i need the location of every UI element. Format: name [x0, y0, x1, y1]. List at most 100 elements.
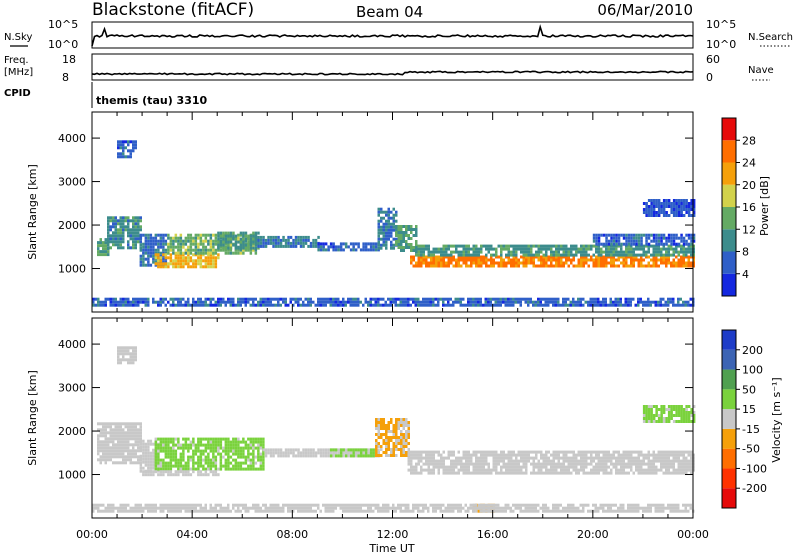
heatmap-cell	[237, 437, 240, 441]
heatmap-cell	[430, 250, 433, 254]
heatmap-cell	[542, 261, 545, 265]
heatmap-cell	[475, 255, 478, 259]
heatmap-cell	[625, 456, 628, 460]
heatmap-cell	[600, 255, 603, 259]
heatmap-cell	[239, 464, 243, 468]
heatmap-cell	[109, 449, 112, 453]
heatmap-cell	[219, 440, 223, 444]
heatmap-cell	[264, 506, 267, 510]
heatmap-cell	[139, 445, 143, 449]
heatmap-cell	[390, 418, 393, 421]
heatmap-cell	[399, 506, 402, 510]
heatmap-cell	[672, 408, 676, 411]
heatmap-cell	[402, 424, 405, 427]
heatmap-cell	[157, 461, 160, 465]
heatmap-cell	[244, 506, 247, 510]
heatmap-cell	[194, 262, 198, 266]
heatmap-cell	[487, 453, 490, 457]
heatmap-cell	[327, 506, 330, 510]
heatmap-cell	[234, 251, 238, 255]
heatmap-cell	[199, 251, 203, 255]
heatmap-cell	[217, 300, 220, 304]
heatmap-cell	[605, 456, 608, 460]
heatmap-cell	[99, 303, 102, 307]
heatmap-cell	[254, 231, 258, 235]
heatmap-cell	[439, 506, 442, 510]
heatmap-cell	[367, 503, 370, 507]
heatmap-cell	[97, 428, 100, 432]
heatmap-cell	[645, 408, 648, 411]
heatmap-cell	[194, 239, 198, 243]
heatmap-cell	[242, 455, 245, 459]
heatmap-cell	[272, 235, 275, 239]
heatmap-cell	[204, 239, 208, 243]
heatmap-cell	[615, 236, 618, 240]
heatmap-cell	[232, 452, 235, 456]
heatmap-cell	[500, 264, 503, 268]
heatmap-cell	[657, 408, 661, 411]
heatmap-cell	[655, 244, 658, 248]
heatmap-cell	[252, 452, 255, 456]
heatmap-cell	[682, 247, 685, 251]
heatmap-cell	[667, 414, 671, 417]
heatmap-cell	[302, 235, 305, 239]
heatmap-cell	[542, 253, 545, 257]
heatmap-cell	[470, 471, 473, 475]
heatmap-cell	[680, 408, 683, 411]
heatmap-cell	[572, 244, 575, 248]
heatmap-cell	[472, 253, 475, 257]
heatmap-cell	[172, 265, 175, 269]
heatmap-cell	[617, 244, 620, 248]
heatmap-cell	[632, 462, 635, 466]
heatmap-cell	[267, 235, 270, 239]
heatmap-cell	[154, 262, 158, 266]
heatmap-cell	[580, 264, 583, 268]
heatmap-cell	[407, 225, 410, 228]
heatmap-cell	[429, 297, 432, 301]
heatmap-cell	[475, 244, 478, 248]
heatmap-cell	[422, 503, 425, 507]
heatmap-cell	[509, 303, 512, 307]
heatmap-cell	[247, 467, 250, 471]
heatmap-cell	[402, 231, 405, 234]
heatmap-cell	[244, 446, 248, 450]
heatmap-cell	[632, 250, 635, 254]
heatmap-cell	[407, 427, 410, 430]
heatmap-cell	[154, 233, 158, 237]
heatmap-cell	[397, 506, 400, 510]
heatmap-cell	[307, 235, 310, 239]
heatmap-cell	[112, 231, 115, 235]
heatmap-cell	[660, 456, 663, 460]
heatmap-cell	[344, 503, 347, 507]
heatmap-cell	[555, 244, 558, 248]
heatmap-cell	[249, 458, 253, 462]
heatmap-cell	[597, 253, 600, 257]
heatmap-cell	[419, 303, 422, 307]
heatmap-cell	[157, 303, 160, 307]
heatmap-cell	[332, 451, 335, 455]
heatmap-cell	[555, 261, 558, 265]
heatmap-cell	[227, 452, 230, 456]
heatmap-cell	[212, 458, 215, 462]
heatmap-cell	[242, 440, 245, 444]
heatmap-cell	[369, 303, 372, 307]
heatmap-cell	[207, 437, 210, 441]
heatmap-cell	[607, 456, 610, 460]
heatmap-cell	[659, 297, 662, 301]
heatmap-cell	[405, 442, 408, 445]
heatmap-cell	[207, 242, 210, 246]
heatmap-cell	[132, 349, 135, 353]
heatmap-cell	[447, 303, 450, 307]
heatmap-cell	[382, 216, 385, 220]
heatmap-cell	[557, 465, 560, 469]
heatmap-cell	[102, 452, 105, 456]
heatmap-cell	[312, 509, 315, 513]
heatmap-cell	[462, 456, 465, 460]
heatmap-cell	[274, 503, 277, 507]
heatmap-cell	[447, 503, 450, 507]
heatmap-cell	[482, 459, 485, 463]
heatmap-cell	[457, 468, 460, 472]
heatmap-cell	[412, 297, 415, 301]
heatmap-cell	[169, 245, 173, 249]
heatmap-cell	[392, 448, 395, 451]
